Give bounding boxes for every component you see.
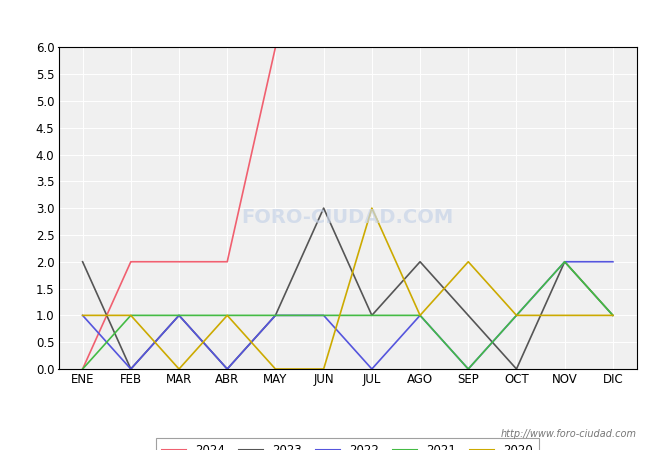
Text: FORO-CIUDAD.COM: FORO-CIUDAD.COM xyxy=(242,208,454,227)
Text: http://www.foro-ciudad.com: http://www.foro-ciudad.com xyxy=(501,429,637,439)
Text: Matriculaciones de Vehiculos en Totalán: Matriculaciones de Vehiculos en Totalán xyxy=(160,12,490,31)
Legend: 2024, 2023, 2022, 2021, 2020: 2024, 2023, 2022, 2021, 2020 xyxy=(156,438,540,450)
